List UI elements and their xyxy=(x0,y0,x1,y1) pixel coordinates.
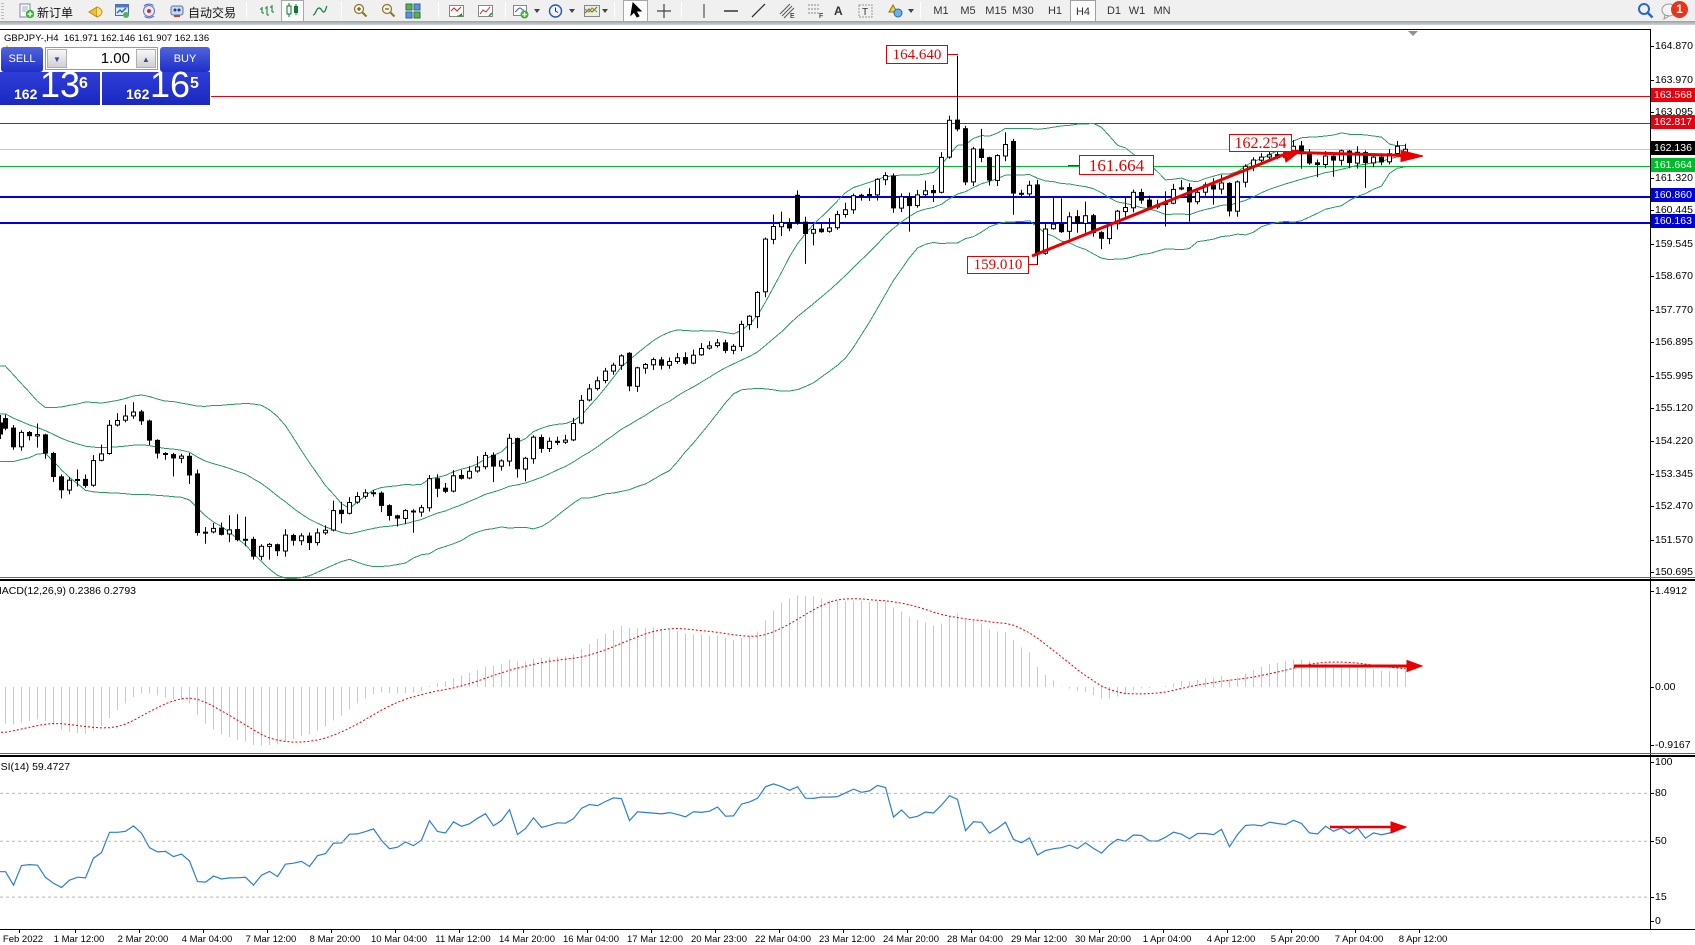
svg-text:T: T xyxy=(862,7,868,18)
svg-text:E: E xyxy=(790,13,795,19)
svg-text:F: F xyxy=(819,13,823,19)
